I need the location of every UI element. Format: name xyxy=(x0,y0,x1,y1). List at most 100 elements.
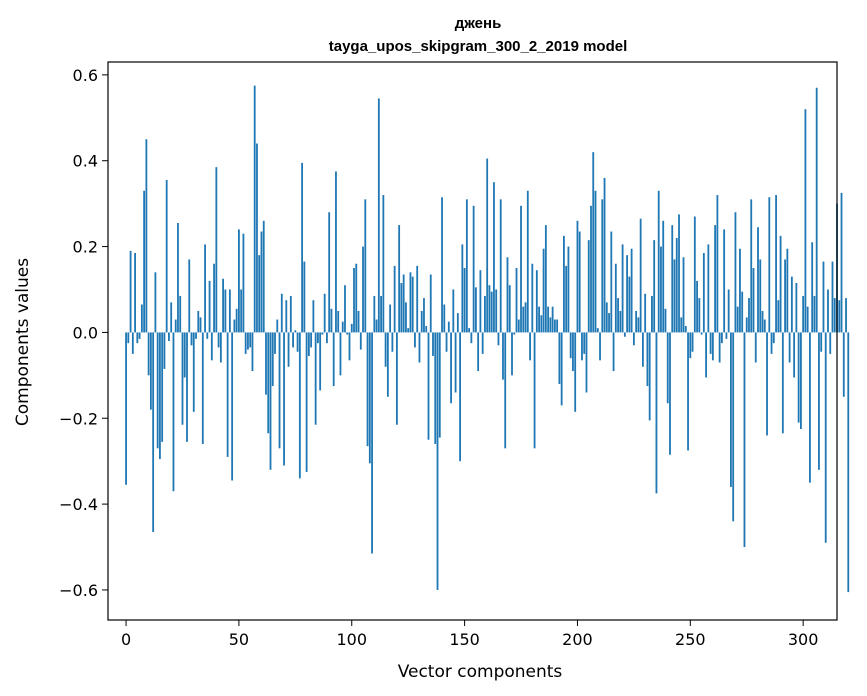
bar-140 xyxy=(441,197,443,333)
bar-263 xyxy=(718,332,721,363)
bar-34 xyxy=(201,332,204,445)
bar-133 xyxy=(425,325,428,333)
bar-45 xyxy=(226,332,229,457)
x-tick-label: 50 xyxy=(229,630,249,649)
bar-85 xyxy=(317,332,319,344)
bar-series xyxy=(125,85,850,593)
bar-10 xyxy=(147,332,150,376)
bar-68 xyxy=(278,332,281,449)
bar-92 xyxy=(332,332,335,387)
bar-224 xyxy=(630,248,633,333)
bar-201 xyxy=(578,231,581,333)
bar-21 xyxy=(172,332,175,492)
bar-143 xyxy=(447,321,450,333)
bar-77 xyxy=(298,332,301,479)
bar-70 xyxy=(283,332,285,466)
bar-214 xyxy=(608,313,610,333)
bar-295 xyxy=(790,276,793,333)
bar-318 xyxy=(842,332,845,397)
bar-153 xyxy=(470,332,473,344)
x-tick-label: 250 xyxy=(675,630,706,649)
bar-247 xyxy=(682,257,685,333)
bar-276 xyxy=(748,298,750,333)
bar-219 xyxy=(619,310,622,333)
bar-312 xyxy=(829,332,832,354)
bar-54 xyxy=(247,332,249,350)
bar-53 xyxy=(244,332,247,354)
x-tick-label: 0 xyxy=(121,630,131,649)
bar-311 xyxy=(827,289,829,333)
bar-306 xyxy=(815,87,818,333)
bar-171 xyxy=(511,332,513,376)
bar-0 xyxy=(125,332,127,485)
bar-254 xyxy=(698,298,701,333)
bar-260 xyxy=(711,332,714,361)
bar-165 xyxy=(497,332,500,346)
bar-215 xyxy=(610,231,613,333)
bar-320 xyxy=(847,332,850,593)
bar-16 xyxy=(161,332,164,442)
y-tick-label: −0.2 xyxy=(59,409,98,428)
bar-240 xyxy=(666,332,669,404)
bar-258 xyxy=(707,244,710,333)
bar-200 xyxy=(576,220,579,333)
bar-183 xyxy=(538,306,540,333)
bar-69 xyxy=(280,293,283,333)
bar-170 xyxy=(508,285,511,333)
bar-208 xyxy=(594,190,597,333)
bar-299 xyxy=(799,332,802,429)
bar-40 xyxy=(215,167,218,333)
bar-226 xyxy=(635,310,638,333)
bar-238 xyxy=(662,220,665,333)
bar-181 xyxy=(533,332,536,449)
bar-64 xyxy=(269,332,272,470)
bar-44 xyxy=(224,289,227,333)
bar-313 xyxy=(831,261,834,333)
bar-41 xyxy=(217,332,220,348)
bar-101 xyxy=(353,268,355,333)
bar-7 xyxy=(140,304,143,333)
bar-160 xyxy=(486,158,489,333)
bar-154 xyxy=(472,205,475,333)
bar-18 xyxy=(165,180,168,333)
bar-298 xyxy=(797,332,800,423)
bar-151 xyxy=(465,199,468,333)
bar-250 xyxy=(689,332,692,359)
bar-233 xyxy=(651,295,653,333)
chart-title-line1: джень xyxy=(455,15,502,32)
bar-129 xyxy=(416,265,419,333)
bar-146 xyxy=(454,332,457,393)
bar-57 xyxy=(253,85,256,333)
bar-198 xyxy=(572,332,574,372)
bar-78 xyxy=(301,162,304,333)
x-tick-label: 200 xyxy=(562,630,593,649)
bar-285 xyxy=(768,197,771,333)
y-tick-label: −0.6 xyxy=(59,581,98,600)
y-tick-label: 0.2 xyxy=(73,238,98,257)
bar-277 xyxy=(750,199,753,333)
bar-72 xyxy=(287,332,290,367)
bar-135 xyxy=(429,274,432,333)
bar-230 xyxy=(644,293,647,333)
bar-37 xyxy=(208,280,211,333)
bar-95 xyxy=(339,332,342,376)
bar-50 xyxy=(238,229,240,333)
bar-293 xyxy=(786,248,789,333)
bar-43 xyxy=(222,278,225,333)
bar-88 xyxy=(323,293,326,333)
bar-159 xyxy=(484,295,486,333)
x-axis-label: Vector components xyxy=(398,662,563,682)
bar-12 xyxy=(152,332,155,533)
bar-113 xyxy=(380,295,382,333)
bar-24 xyxy=(179,295,182,333)
bar-149 xyxy=(461,244,464,333)
bar-202 xyxy=(581,332,583,361)
bar-39 xyxy=(213,263,215,333)
bar-89 xyxy=(326,332,328,344)
bar-274 xyxy=(743,332,746,548)
bar-108 xyxy=(368,332,371,464)
bar-199 xyxy=(574,332,577,412)
bar-28 xyxy=(188,259,191,333)
bar-164 xyxy=(495,289,498,333)
